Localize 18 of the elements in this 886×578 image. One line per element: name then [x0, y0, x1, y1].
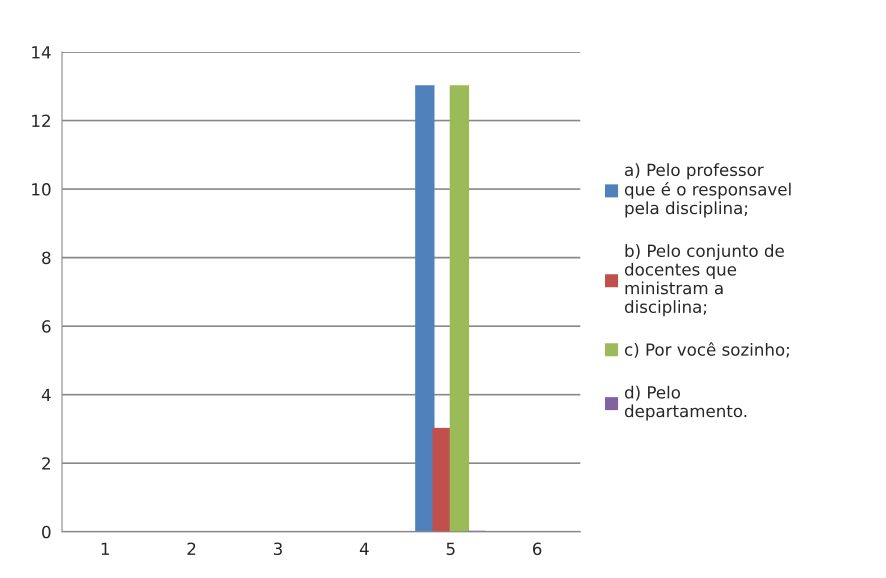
x-tick-label: 6 [533, 542, 542, 556]
x-tick-label: 2 [188, 542, 196, 555]
y-tick-label: 10 [32, 183, 50, 196]
y-tick-label: 2 [42, 457, 50, 470]
legend-label: a) Pelo professor que é o responsavel pela disciplina; [624, 163, 791, 218]
legend-label: c) Por você sozinho; [624, 342, 789, 358]
x-tick-label: 5 [446, 542, 455, 556]
x-tick-label: 1 [102, 542, 109, 555]
legend-label: d) Pelo departamento. [624, 386, 746, 421]
y-tick-label: 4 [42, 388, 51, 402]
y-tick-label: 14 [32, 46, 51, 58]
x-tick-label: 4 [360, 542, 369, 555]
legend-label: b) Pelo conjunto de docentes que ministram a disciplina; [624, 244, 784, 316]
y-tick-label: 12 [32, 114, 50, 127]
y-tick-label: 0 [42, 526, 50, 538]
y-tick-label: 8 [42, 252, 50, 264]
y-tick-label: 6 [42, 320, 51, 333]
x-tick-label: 3 [274, 542, 282, 556]
